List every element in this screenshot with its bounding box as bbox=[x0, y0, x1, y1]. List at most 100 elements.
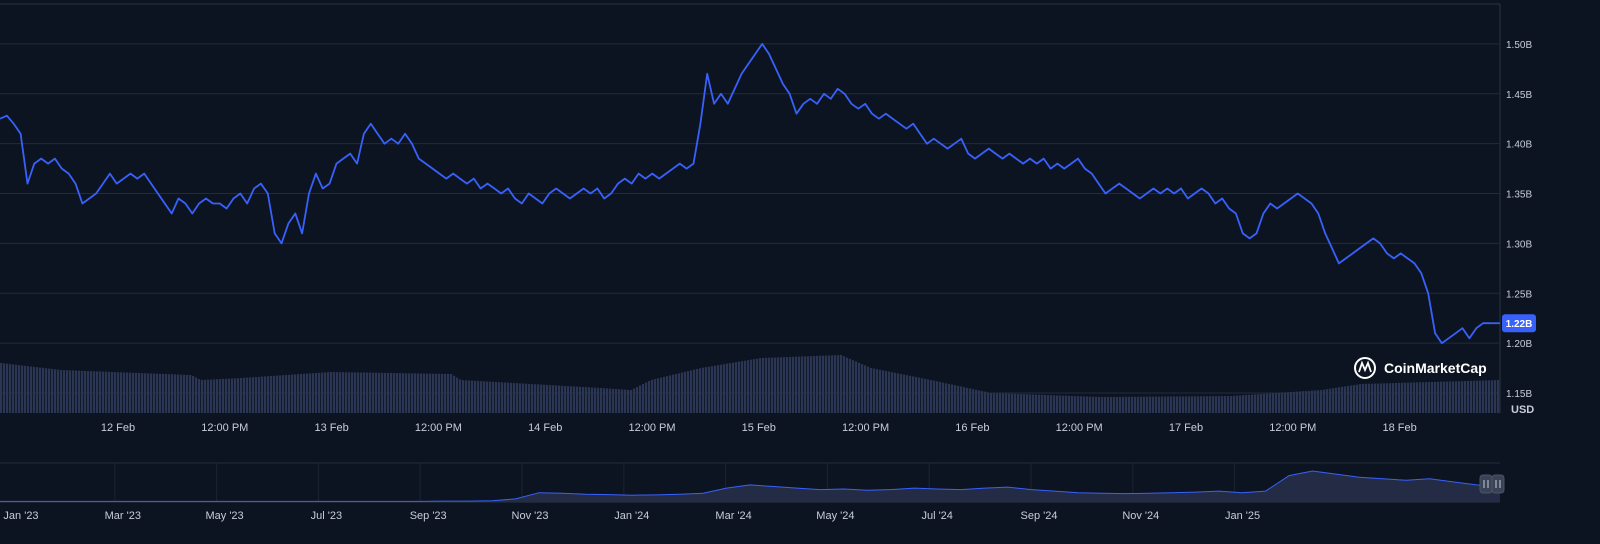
volume-bar bbox=[453, 375, 456, 413]
volume-bar bbox=[1230, 396, 1233, 413]
volume-bar bbox=[1305, 391, 1308, 413]
volume-bar bbox=[564, 385, 567, 413]
volume-bar bbox=[957, 385, 960, 413]
volume-bar bbox=[1254, 394, 1257, 413]
x-axis: 12 Feb 12:00 PM 13 Feb 12:00 PM 14 Feb 12:00 … bbox=[101, 422, 1417, 434]
volume-bar bbox=[27, 366, 30, 413]
volume-bar bbox=[570, 386, 573, 413]
volume-bar bbox=[477, 380, 480, 413]
handle-body[interactable] bbox=[1491, 474, 1505, 494]
volume-bar bbox=[441, 373, 444, 413]
volume-bar bbox=[1035, 394, 1038, 413]
volume-bar bbox=[306, 373, 309, 413]
volume-bar bbox=[0, 363, 3, 413]
volume-bar bbox=[921, 378, 924, 413]
volume-bar bbox=[1086, 396, 1089, 413]
volume-bar bbox=[294, 374, 297, 413]
volume-bar bbox=[1326, 389, 1329, 413]
volume-bar bbox=[207, 379, 210, 413]
volume-bar bbox=[1455, 381, 1458, 413]
volume-bar bbox=[1152, 396, 1155, 413]
volume-bar bbox=[639, 385, 642, 413]
volume-bar bbox=[765, 357, 768, 413]
volume-bar bbox=[1215, 396, 1218, 413]
volume-bar bbox=[1344, 386, 1347, 413]
main-series bbox=[0, 43, 1500, 345]
volume-bar bbox=[1350, 385, 1353, 413]
volume-bar bbox=[1206, 396, 1209, 413]
navigator-tick-label: Jul '24 bbox=[921, 510, 952, 522]
volume-bar bbox=[1356, 384, 1359, 413]
volume-bar bbox=[930, 380, 933, 413]
volume-bar bbox=[795, 356, 798, 413]
volume-bar bbox=[672, 374, 675, 413]
volume-bar bbox=[1371, 383, 1374, 413]
volume-bar bbox=[1245, 395, 1248, 413]
volume-bar bbox=[1125, 396, 1128, 413]
volume-bar bbox=[216, 379, 219, 413]
volume-bar bbox=[1287, 392, 1290, 413]
volume-bar bbox=[1422, 382, 1425, 413]
volume-bar bbox=[543, 384, 546, 413]
x-tick-label: 16 Feb bbox=[955, 422, 989, 434]
volume-bar bbox=[1053, 395, 1056, 413]
volume-bar bbox=[15, 364, 18, 413]
volume-bar bbox=[1161, 396, 1164, 413]
volume-bar bbox=[99, 371, 102, 413]
volume-bar bbox=[780, 357, 783, 413]
volume-bar bbox=[291, 374, 294, 413]
volume-bar bbox=[504, 382, 507, 413]
volume-bar bbox=[63, 370, 66, 413]
volume-bar bbox=[1164, 396, 1167, 413]
volume-bar bbox=[1428, 382, 1431, 413]
x-tick-label: 18 Feb bbox=[1382, 422, 1416, 434]
volume-bar bbox=[1137, 396, 1140, 413]
volume-bar bbox=[471, 380, 474, 413]
volume-bar bbox=[282, 375, 285, 413]
volume-bar bbox=[1143, 396, 1146, 413]
grid-lines bbox=[0, 3, 1501, 413]
volume-bar bbox=[1101, 396, 1104, 413]
volume-bar bbox=[816, 355, 819, 413]
volume-bar bbox=[468, 380, 471, 413]
volume-bar bbox=[252, 377, 255, 413]
volume-bar bbox=[1311, 390, 1314, 413]
range-navigator[interactable]: Jan '23 Mar '23 May '23 Jul '23 Sep '23 Nov '… bbox=[0, 462, 1505, 522]
logo-mark bbox=[1358, 360, 1372, 373]
volume-bar bbox=[810, 356, 813, 413]
volume-bar bbox=[801, 356, 804, 413]
volume-bar bbox=[1017, 393, 1020, 413]
volume-bar bbox=[1029, 394, 1032, 413]
volume-bar bbox=[1308, 390, 1311, 413]
volume-bar bbox=[1377, 383, 1380, 413]
volume-bar bbox=[480, 381, 483, 413]
volume-bar bbox=[900, 374, 903, 413]
volume-bar bbox=[489, 381, 492, 413]
volume-bar bbox=[1080, 396, 1083, 413]
volume-bar bbox=[912, 376, 915, 413]
volume-bar bbox=[1470, 380, 1473, 413]
pause-icon[interactable] bbox=[1491, 474, 1505, 494]
volume-bar bbox=[261, 376, 264, 413]
coinmarketcap-logo-icon bbox=[1354, 357, 1376, 379]
x-tick-label: 12:00 PM bbox=[415, 422, 462, 434]
volume-bar bbox=[402, 373, 405, 413]
volume-bar bbox=[312, 373, 315, 413]
volume-bar bbox=[459, 379, 462, 413]
handle-body[interactable] bbox=[1479, 474, 1493, 494]
volume-bar bbox=[888, 371, 891, 413]
volume-bar bbox=[1419, 382, 1422, 413]
volume-bar bbox=[984, 391, 987, 413]
volume-bar bbox=[654, 379, 657, 413]
volume-bar bbox=[1095, 396, 1098, 413]
volume-bar bbox=[105, 371, 108, 413]
pause-icon[interactable] bbox=[1479, 474, 1493, 494]
volume-bar bbox=[1008, 393, 1011, 413]
x-tick-label: 12:00 PM bbox=[628, 422, 675, 434]
coinmarketcap-watermark: CoinMarketCap bbox=[1354, 357, 1487, 379]
volume-bar bbox=[1224, 396, 1227, 413]
volume-bar bbox=[522, 383, 525, 413]
volume-bar bbox=[813, 356, 816, 413]
